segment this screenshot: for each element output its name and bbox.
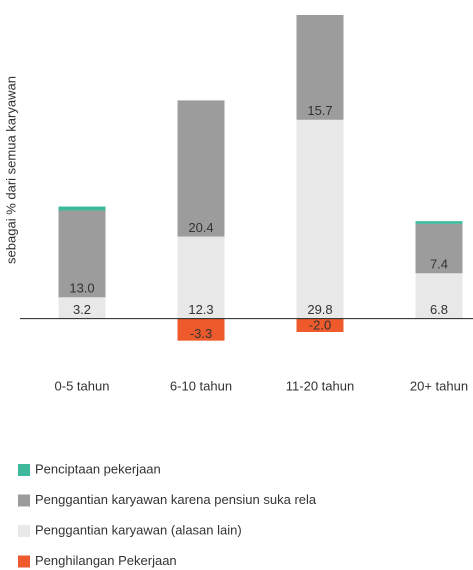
y-axis-label: sebagai % dari semua karyawan (3, 76, 18, 264)
data-label: 13.0 (69, 281, 94, 296)
x-tick-label: 6-10 tahun (170, 378, 232, 393)
data-label: 12.3 (188, 302, 213, 317)
bar-segment (58, 206, 106, 211)
legend-label: Penghilangan Pekerjaan (35, 553, 177, 568)
bar-segment (296, 318, 344, 332)
legend-swatch (18, 555, 30, 568)
bar-segment (415, 221, 463, 224)
legend-label: Penggantian karyawan (alasan lain) (35, 522, 242, 537)
bar-segment (415, 223, 463, 274)
data-label: 3.2 (73, 302, 91, 317)
bar-segment (177, 318, 225, 341)
bar-segment (58, 210, 106, 298)
legend-label: Penciptaan pekerjaan (35, 461, 161, 476)
data-label: -3.3 (190, 326, 212, 341)
bar-segment (177, 100, 225, 237)
data-label: -2.0 (309, 317, 331, 332)
x-tick-label: 11-20 tahun (286, 378, 354, 393)
data-label: 7.4 (430, 257, 448, 272)
bar-segment (58, 297, 106, 319)
x-tick-label: 0-5 tahun (55, 378, 110, 393)
bar-segment (296, 15, 344, 120)
legend-label: Penggantian karyawan karena pensiun suka… (35, 492, 317, 507)
legend-swatch (18, 525, 30, 537)
data-label: 29.8 (307, 302, 332, 317)
bar-segment (415, 273, 463, 319)
bar-segment (177, 236, 225, 319)
legend-swatch (18, 494, 30, 507)
data-label: 6.8 (430, 302, 448, 317)
bar-segment (296, 119, 344, 319)
legend-swatch (18, 464, 30, 476)
x-tick-label: 20+ tahun (410, 378, 468, 393)
data-label: 15.7 (307, 103, 332, 118)
data-label: 20.4 (188, 220, 213, 235)
